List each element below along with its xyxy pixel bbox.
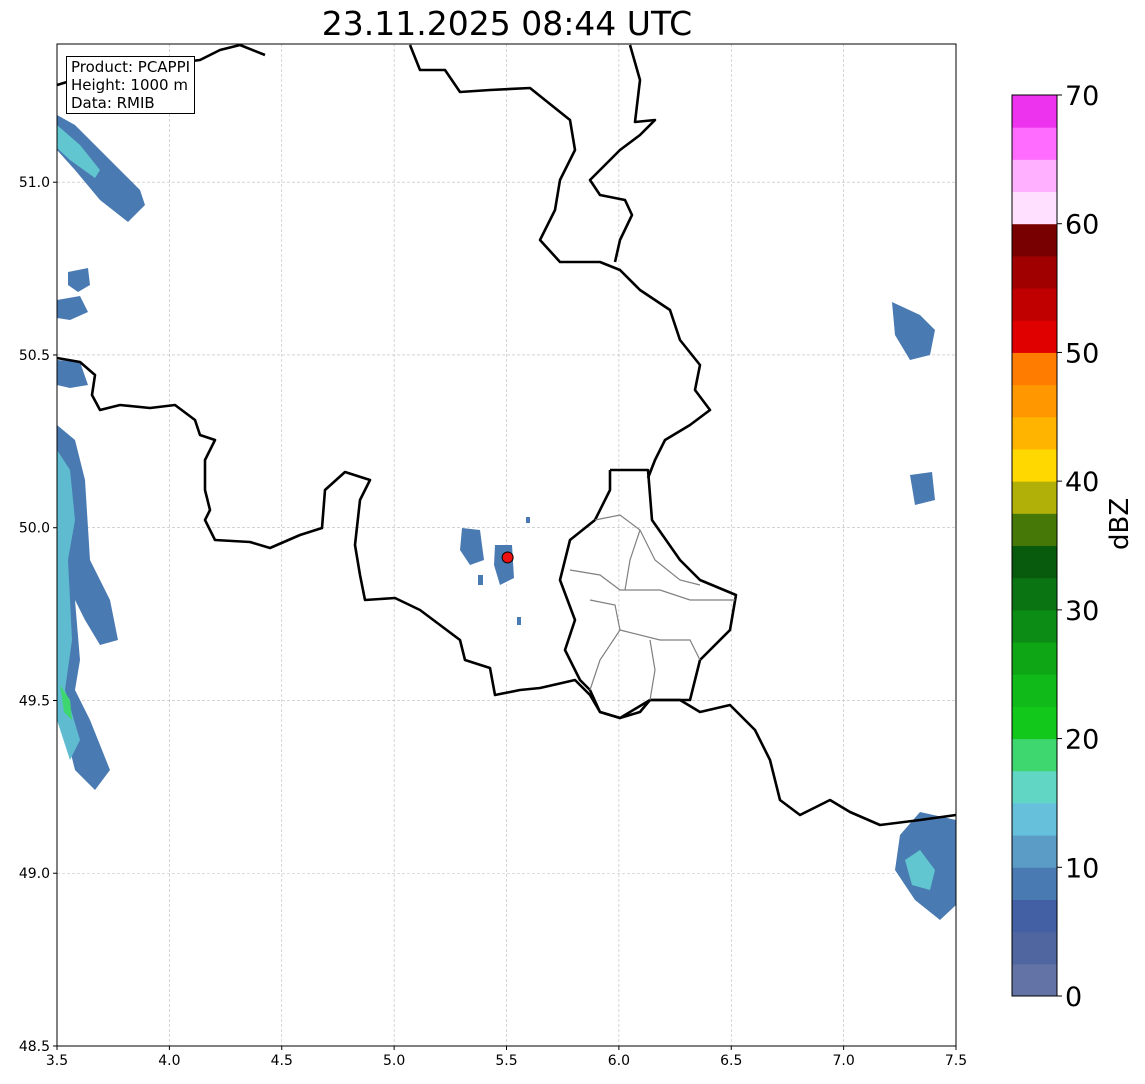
height-label: Height: 1000 m	[71, 76, 188, 94]
country-borders	[56, 43, 957, 827]
colorbar-tick-label: 20	[1065, 725, 1099, 756]
x-tick-label: 4.0	[158, 1053, 180, 1069]
colorbar-bin	[1012, 255, 1057, 289]
colorbar: 0 10 20 30 40 50 60 70	[1011, 81, 1099, 1013]
lux-districts	[569, 514, 735, 701]
y-tick-label: 50.0	[19, 521, 50, 537]
colorbar-bin	[1012, 159, 1057, 193]
colorbar-label: dBZ	[1105, 497, 1135, 550]
colorbar-bin	[1012, 802, 1057, 836]
border-luxembourg	[558, 468, 738, 720]
colorbar-bin	[1012, 642, 1057, 675]
map-title: 23.11.2025 08:44 UTC	[321, 4, 693, 43]
colorbar-tick-label: 10	[1065, 853, 1099, 884]
border-west	[56, 356, 957, 827]
colorbar-tick-label: 40	[1065, 467, 1099, 498]
x-tick-label: 4.5	[271, 1053, 293, 1069]
x-tick-label: 6.5	[720, 1053, 742, 1069]
colorbar-bin	[1012, 320, 1057, 353]
radar-echoes	[57, 115, 956, 920]
colorbar-bin	[1012, 963, 1057, 997]
colorbar-bin	[1012, 223, 1057, 257]
echo-speck	[526, 517, 530, 523]
y-tick-label: 49.5	[19, 693, 50, 709]
colorbar-bin	[1012, 835, 1057, 868]
echo-w2	[57, 296, 88, 320]
colorbar-bin	[1012, 706, 1057, 740]
echo-w3	[57, 360, 88, 388]
colorbar-frame	[1011, 94, 1058, 997]
radar-site-marker	[501, 551, 514, 564]
colorbar-bin	[1012, 352, 1057, 386]
echo-w1	[68, 268, 90, 292]
echo-e1	[892, 302, 935, 360]
echo-se-core	[905, 850, 935, 890]
colorbar-bin	[1012, 674, 1057, 707]
echo-speck	[517, 617, 521, 625]
colorbar-bin	[1012, 899, 1057, 933]
product-label: Product: PCAPPI	[71, 58, 191, 76]
colorbar-bin	[1012, 867, 1057, 900]
colorbar-bin	[1012, 513, 1057, 546]
colorbar-tick-label: 60	[1065, 210, 1099, 241]
colorbar-tick-label: 50	[1065, 338, 1099, 369]
colorbar-bin	[1012, 481, 1057, 514]
y-tick-label: 51.0	[19, 175, 50, 191]
echo-center2	[494, 545, 514, 585]
colorbar-bin	[1012, 288, 1057, 321]
colorbar-bin	[1012, 545, 1057, 579]
echo-center	[460, 528, 484, 565]
echo-w-green	[60, 685, 72, 720]
x-tick-label: 6.0	[608, 1053, 630, 1069]
echo-nw-core	[57, 125, 100, 178]
colorbar-tick-label: 0	[1065, 982, 1082, 1013]
colorbar-tick-label: 30	[1065, 596, 1099, 627]
y-tick-label: 49.0	[19, 866, 50, 882]
x-tick-label: 3.5	[46, 1053, 68, 1069]
colorbar-bin	[1012, 770, 1057, 804]
colorbar-bin	[1012, 738, 1057, 772]
colorbar-bin	[1012, 127, 1057, 160]
colorbar-bin	[1012, 931, 1057, 965]
echo-nw-band	[57, 115, 145, 222]
echo-w-core	[57, 450, 80, 760]
colorbar-bin	[1012, 577, 1057, 611]
border-northeast	[588, 44, 657, 263]
y-tick-label: 48.5	[19, 1039, 50, 1055]
y-tick-label: 50.5	[19, 348, 50, 364]
colorbar-tick-label: 70	[1065, 81, 1099, 112]
x-tick-label: 5.0	[383, 1053, 405, 1069]
border-north	[408, 44, 712, 479]
x-tick-label: 7.0	[832, 1053, 854, 1069]
colorbar-bin	[1012, 609, 1057, 643]
axis-ticks: 3.5 4.0 4.5 5.0 5.5 6.0 6.5 7.0 7.5 48.5 49.0 49.5 5…	[19, 175, 967, 1069]
x-tick-label: 5.5	[495, 1053, 517, 1069]
colorbar-bin	[1012, 384, 1057, 418]
x-tick-label: 7.5	[945, 1053, 967, 1069]
colorbar-bin	[1012, 191, 1057, 225]
product-info-box: Product: PCAPPI Height: 1000 m Data: RMI…	[66, 56, 196, 114]
echo-e2	[910, 472, 935, 505]
colorbar-bin	[1012, 416, 1057, 450]
data-source-label: Data: RMIB	[71, 94, 155, 112]
colorbar-bin	[1012, 95, 1057, 128]
colorbar-bin	[1012, 448, 1057, 482]
echo-speck	[478, 575, 483, 585]
